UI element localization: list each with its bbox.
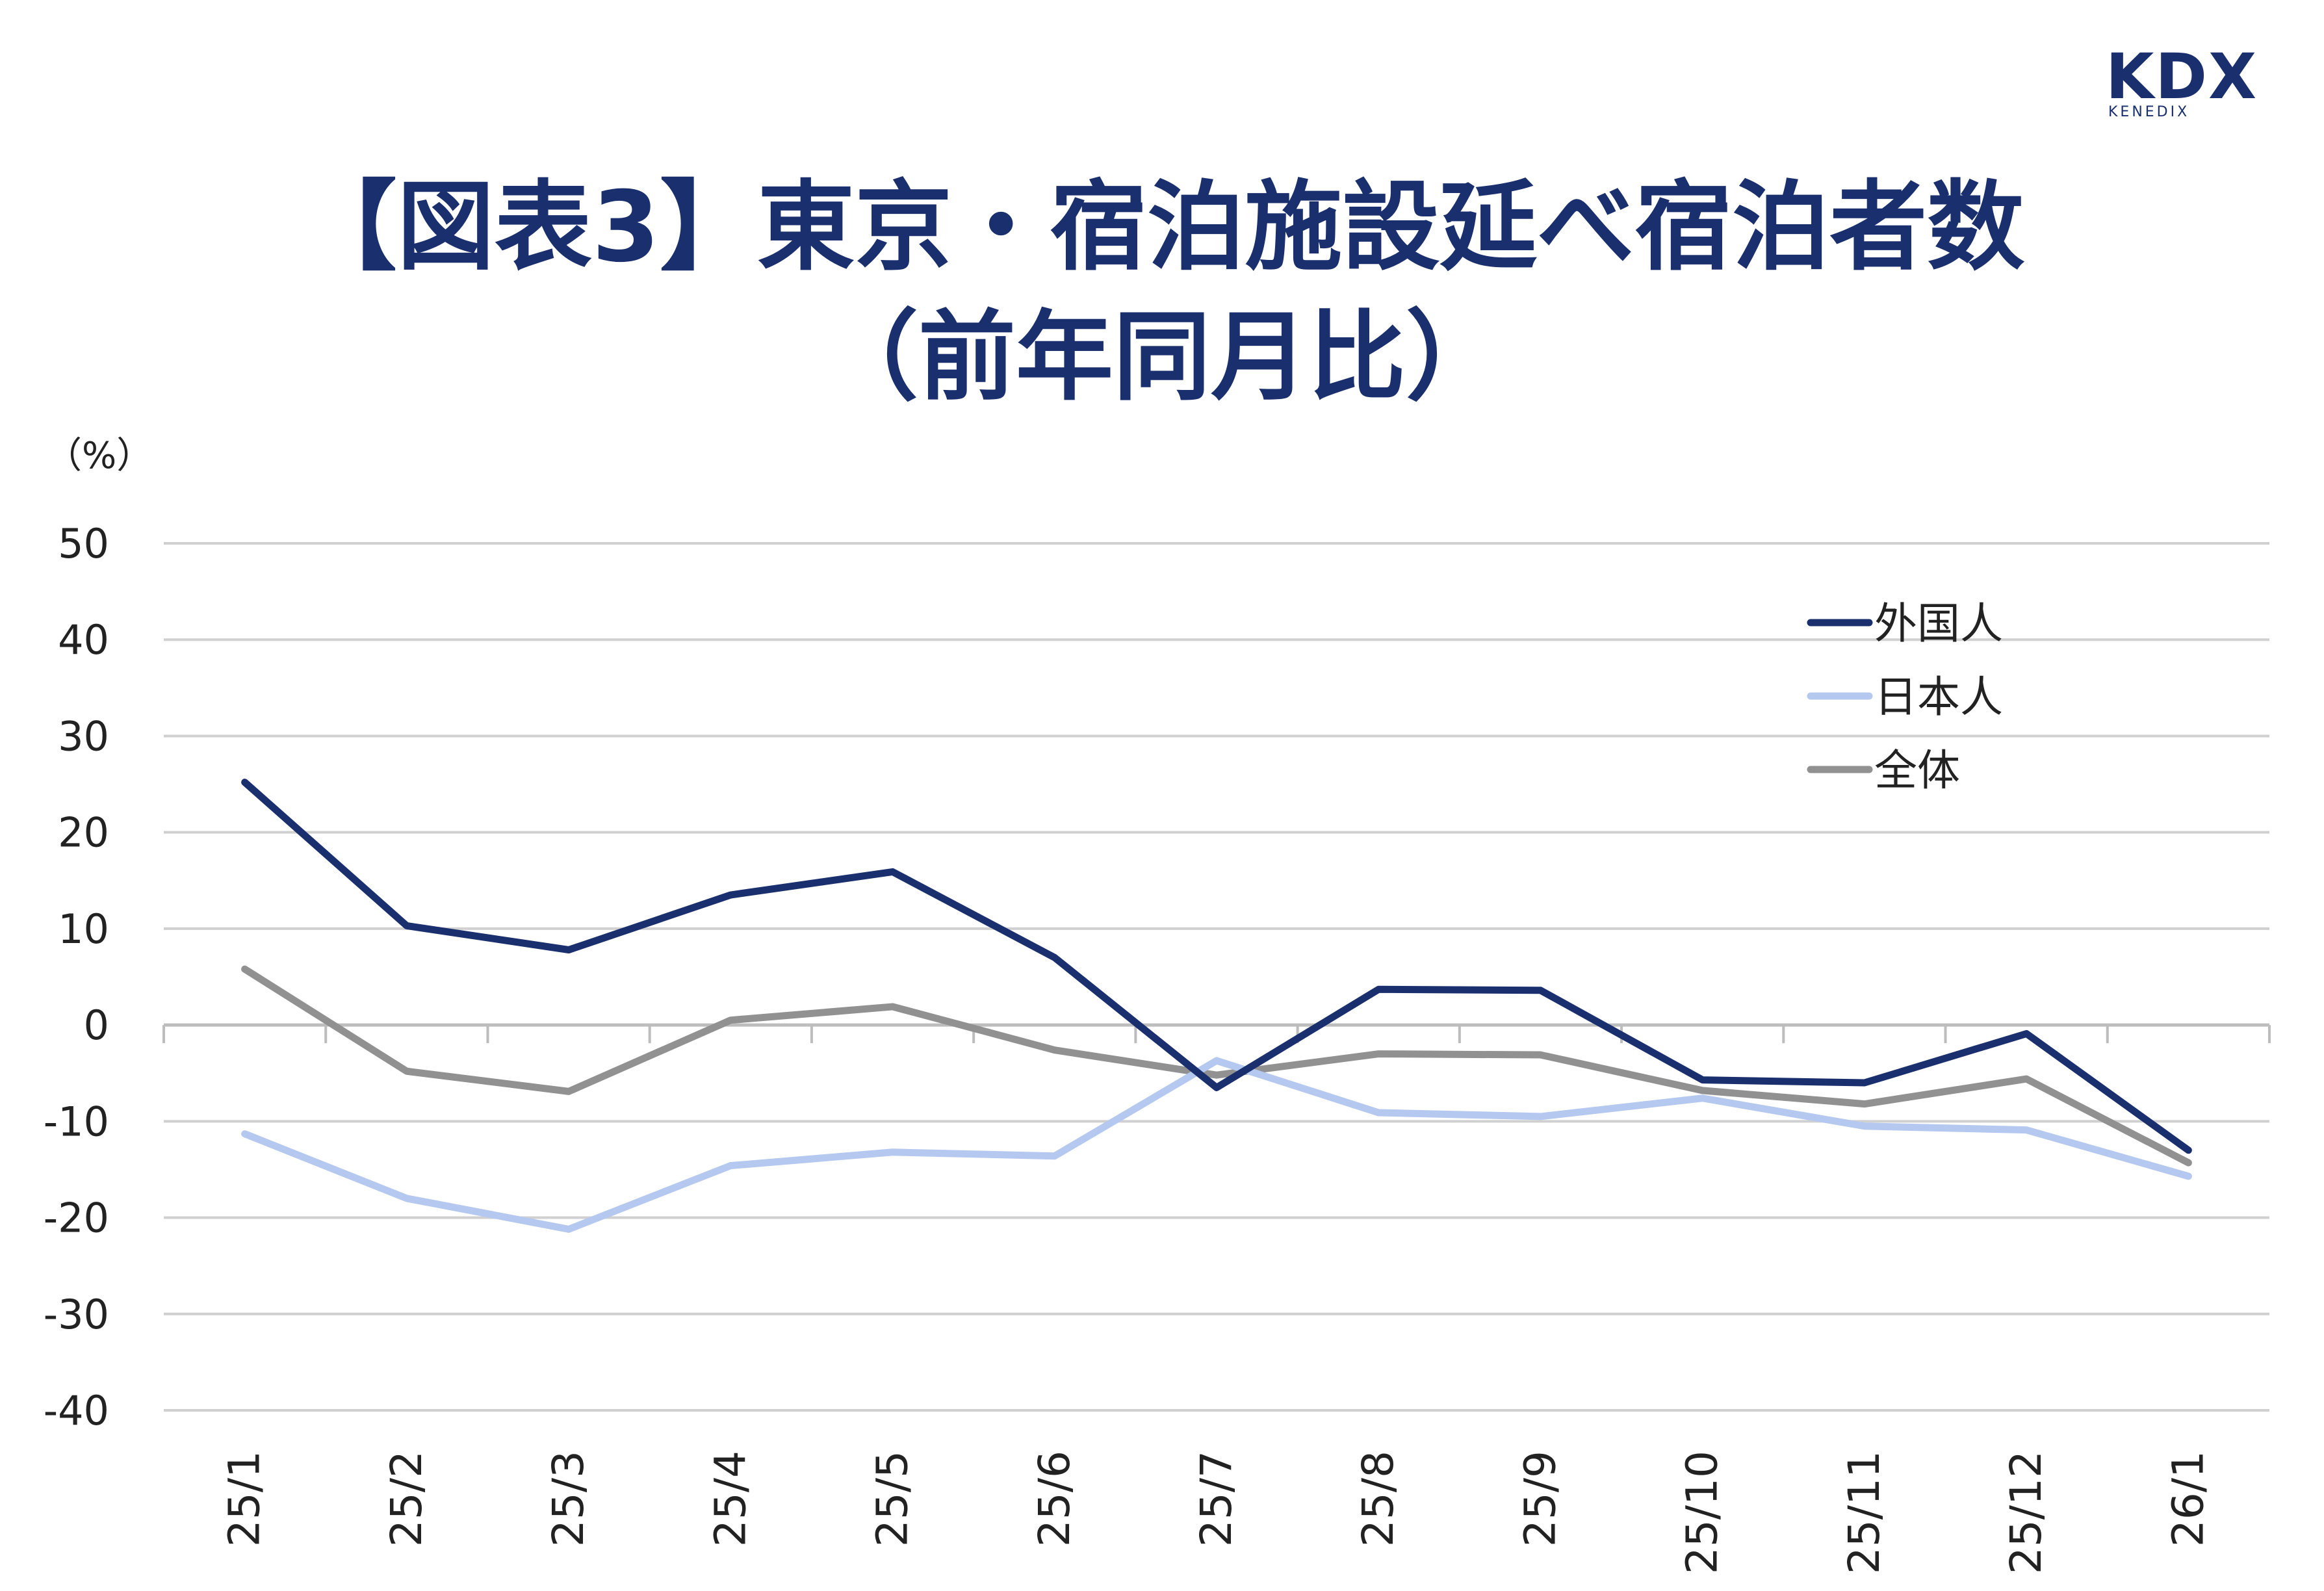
y-tick-label-0: 0 bbox=[84, 1002, 109, 1049]
x-tick-label-25/10: 25/10 bbox=[1677, 1451, 1727, 1574]
y-tick-label--40: -40 bbox=[44, 1387, 109, 1434]
logo-mark: KDX bbox=[2106, 40, 2258, 113]
x-tick-label-25/3: 25/3 bbox=[543, 1451, 593, 1547]
legend-label-日本人: 日本人 bbox=[1874, 672, 2003, 722]
x-tick-label-25/7: 25/7 bbox=[1191, 1451, 1241, 1547]
y-tick-label-40: 40 bbox=[58, 616, 109, 664]
y-axis-tick-labels: 50 40 30 20 10 0 -10 -20 -30 -40 bbox=[44, 520, 109, 1434]
y-tick-label-30: 30 bbox=[58, 712, 109, 760]
y-tick-label--20: -20 bbox=[44, 1195, 109, 1242]
x-tick-label-25/12: 25/12 bbox=[2001, 1451, 2051, 1574]
legend-label-全体: 全体 bbox=[1874, 745, 1960, 796]
series-line-外国人 bbox=[241, 779, 2192, 1154]
y-tick-label-10: 10 bbox=[58, 905, 109, 953]
x-tick-label-26/1: 26/1 bbox=[2163, 1451, 2213, 1547]
series-line-全体 bbox=[241, 965, 2192, 1167]
series-lines bbox=[241, 779, 2192, 1233]
logo-subtext: KENEDIX bbox=[2108, 104, 2190, 120]
x-axis bbox=[162, 1023, 2271, 1044]
x-tick-label-25/4: 25/4 bbox=[705, 1451, 755, 1547]
series-line-日本人 bbox=[241, 1057, 2192, 1233]
y-tick-label-20: 20 bbox=[58, 809, 109, 857]
chart-title-line2: （前年同月比） bbox=[820, 301, 1503, 414]
y-tick-label-50: 50 bbox=[58, 520, 109, 567]
x-tick-label-25/9: 25/9 bbox=[1515, 1451, 1565, 1547]
y-tick-label--30: -30 bbox=[44, 1291, 109, 1338]
legend-label-外国人: 外国人 bbox=[1874, 599, 2003, 649]
x-tick-label-25/5: 25/5 bbox=[868, 1451, 918, 1547]
chart-title: 【図表3】東京・宿泊施設延べ宿泊者数 （前年同月比） bbox=[0, 162, 2324, 422]
x-tick-label-25/11: 25/11 bbox=[1839, 1451, 1889, 1574]
x-tick-label-25/2: 25/2 bbox=[381, 1451, 432, 1547]
y-tick-label--10: -10 bbox=[44, 1098, 109, 1145]
y-axis-unit-label: （%） bbox=[45, 435, 153, 477]
x-axis-tick-labels: 25/1 25/2 25/3 25/4 25/5 25/6 25/7 25/8 25/9 25/1… bbox=[220, 1451, 2214, 1574]
x-tick-label-25/6: 25/6 bbox=[1029, 1451, 1079, 1547]
x-tick-label-25/8: 25/8 bbox=[1353, 1451, 1403, 1547]
kdx-logo: KDX KENEDIX bbox=[2106, 40, 2275, 120]
chart-title-line1: 【図表3】東京・宿泊施設延べ宿泊者数 bbox=[299, 171, 2025, 284]
x-tick-label-25/1: 25/1 bbox=[220, 1451, 270, 1547]
